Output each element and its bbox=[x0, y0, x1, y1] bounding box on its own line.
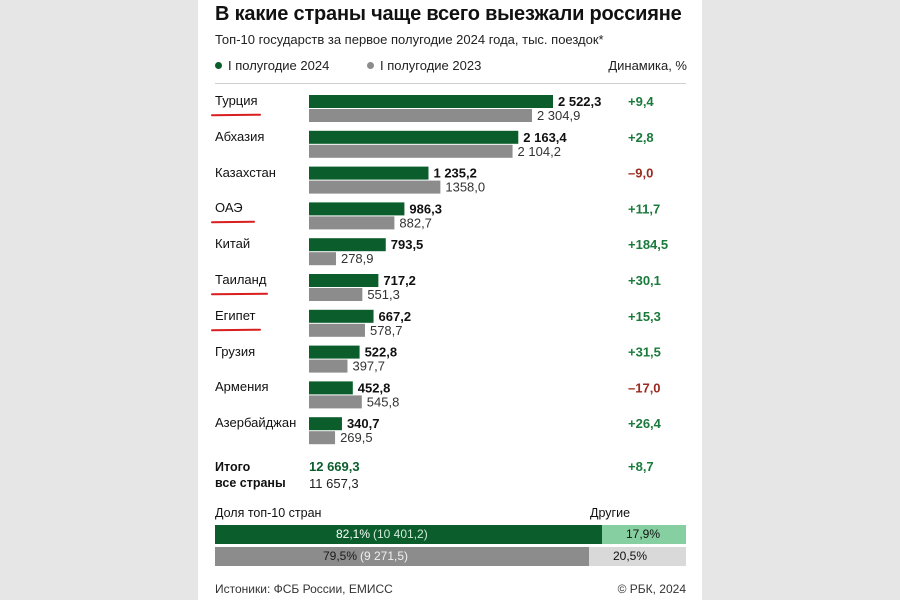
value-label-2024-2: 2 163,4 bbox=[523, 130, 567, 145]
country-label-5: Китай bbox=[215, 236, 251, 252]
share-top10-segment-2023 bbox=[215, 547, 589, 566]
bar-2023-2 bbox=[309, 144, 513, 158]
share-top10-pct-2024: 82,1% bbox=[335, 527, 370, 541]
footer-sources: Истоники: ФСБ России, ЕМИСС bbox=[215, 582, 393, 596]
total-label-line2: все страны bbox=[215, 476, 286, 490]
bar-2024-3 bbox=[309, 166, 429, 180]
total-value-2024: 12 669,3 bbox=[309, 459, 360, 474]
bar-2024-5 bbox=[309, 238, 386, 252]
value-label-2023-3: 1358,0 bbox=[445, 180, 485, 195]
bar-2024-7 bbox=[309, 309, 374, 323]
share-top10-amount-2023: (9 271,5) bbox=[360, 549, 409, 563]
share-label: Доля топ-10 стран bbox=[215, 506, 322, 520]
country-label-7: Египет bbox=[215, 307, 256, 323]
bar-2023-7 bbox=[309, 323, 365, 337]
bar-2024-10 bbox=[309, 417, 342, 431]
value-label-2023-6: 551,3 bbox=[367, 287, 400, 302]
total-dynamics: +8,7 bbox=[628, 459, 654, 474]
value-label-2023-1: 2 304,9 bbox=[537, 108, 580, 123]
dynamics-label-9: –17,0 bbox=[628, 380, 661, 395]
share-bar-2023: 79,5% (9 271,5) 20,5% bbox=[215, 547, 686, 566]
bar-2024-1 bbox=[309, 95, 553, 108]
chart-title: В какие страны чаще всего выезжали росси… bbox=[215, 3, 682, 25]
legend-item-2023: I полугодие 2023 bbox=[367, 58, 481, 73]
total-label: Итого все страны bbox=[215, 459, 286, 491]
dynamics-label-8: +31,5 bbox=[628, 345, 661, 360]
country-label-4: ОАЭ bbox=[215, 200, 243, 216]
bar-2023-3 bbox=[309, 180, 441, 194]
share-top10-pct-2023: 79,5% bbox=[322, 549, 357, 563]
country-label-9: Армения bbox=[215, 379, 269, 395]
country-label-3: Казахстан bbox=[215, 164, 276, 180]
legend-item-2024: I полугодие 2024 bbox=[215, 58, 329, 73]
chart-subtitle: Топ-10 государств за первое полугодие 20… bbox=[215, 32, 604, 47]
header-divider bbox=[215, 83, 686, 84]
dynamics-label-3: –9,0 bbox=[628, 166, 653, 181]
value-label-2024-9: 452,8 bbox=[358, 380, 391, 395]
dynamics-label-7: +15,3 bbox=[628, 309, 661, 324]
value-label-2023-2: 2 104,2 bbox=[518, 144, 561, 159]
dynamics-label-10: +26,4 bbox=[628, 416, 662, 431]
bar-2023-4 bbox=[309, 216, 395, 230]
others-label: Другие bbox=[590, 506, 631, 520]
legend-label-2024: I полугодие 2024 bbox=[228, 58, 330, 73]
footer-copyright: © РБК, 2024 bbox=[617, 582, 686, 596]
country-label-8: Грузия bbox=[215, 343, 256, 359]
value-label-2023-10: 269,5 bbox=[340, 430, 373, 445]
share-others-segment-2023 bbox=[589, 547, 686, 566]
share-top10-amount-2024: (10 401,2) bbox=[373, 527, 428, 541]
legend-label-2023: I полугодие 2023 bbox=[380, 58, 482, 73]
legend-dot-2023 bbox=[367, 62, 374, 69]
value-label-2023-8: 397,7 bbox=[352, 359, 385, 374]
value-label-2024-8: 522,8 bbox=[365, 345, 398, 360]
total-value-2023: 11 657,3 bbox=[309, 476, 359, 491]
bar-2023-5 bbox=[309, 252, 336, 266]
bar-2024-9 bbox=[309, 381, 353, 395]
value-label-2024-5: 793,5 bbox=[391, 237, 424, 252]
bar-2024-6 bbox=[309, 274, 379, 287]
total-label-line1: Итого bbox=[215, 460, 251, 474]
share-others-pct-2023: 20,5% bbox=[613, 549, 648, 563]
dynamics-header: Динамика, % bbox=[608, 58, 687, 73]
bar-2023-9 bbox=[309, 395, 362, 409]
bar-2023-8 bbox=[309, 359, 348, 373]
dynamics-label-5: +184,5 bbox=[628, 237, 668, 252]
value-label-2024-3: 1 235,2 bbox=[433, 166, 476, 181]
share-top10-segment-2024 bbox=[215, 525, 602, 544]
dynamics-label-2: +2,8 bbox=[628, 130, 654, 145]
share-others-pct-2024: 17,9% bbox=[626, 527, 661, 541]
value-label-2023-5: 278,9 bbox=[341, 251, 374, 266]
legend-dot-2024 bbox=[215, 62, 222, 69]
bar-2023-1 bbox=[309, 109, 532, 122]
value-label-2023-7: 578,7 bbox=[370, 323, 403, 338]
share-others-segment-2024 bbox=[602, 525, 686, 544]
value-label-2024-10: 340,7 bbox=[347, 416, 380, 431]
bar-2024-4 bbox=[309, 202, 405, 216]
value-label-2023-9: 545,8 bbox=[367, 394, 400, 409]
country-label-10: Азербайджан bbox=[215, 415, 297, 431]
country-label-6: Таиланд bbox=[215, 272, 267, 287]
share-bar-2024: 82,1% (10 401,2) 17,9% bbox=[215, 525, 686, 544]
bar-2023-6 bbox=[309, 288, 363, 301]
dynamics-label-6: +30,1 bbox=[628, 273, 661, 288]
value-label-2023-4: 882,7 bbox=[399, 215, 432, 230]
bar-2023-10 bbox=[309, 431, 336, 445]
bar-2024-2 bbox=[309, 130, 519, 144]
dynamics-label-1: +9,4 bbox=[628, 94, 654, 109]
value-label-2024-4: 986,3 bbox=[409, 201, 442, 216]
value-label-2024-7: 667,2 bbox=[379, 309, 412, 324]
bar-2024-8 bbox=[309, 345, 360, 359]
country-label-2: Абхазия bbox=[215, 128, 265, 144]
value-label-2024-6: 717,2 bbox=[383, 273, 416, 288]
country-label-1: Турция bbox=[215, 93, 258, 108]
dynamics-label-4: +11,7 bbox=[628, 201, 660, 216]
value-label-2024-1: 2 522,3 bbox=[558, 94, 601, 109]
